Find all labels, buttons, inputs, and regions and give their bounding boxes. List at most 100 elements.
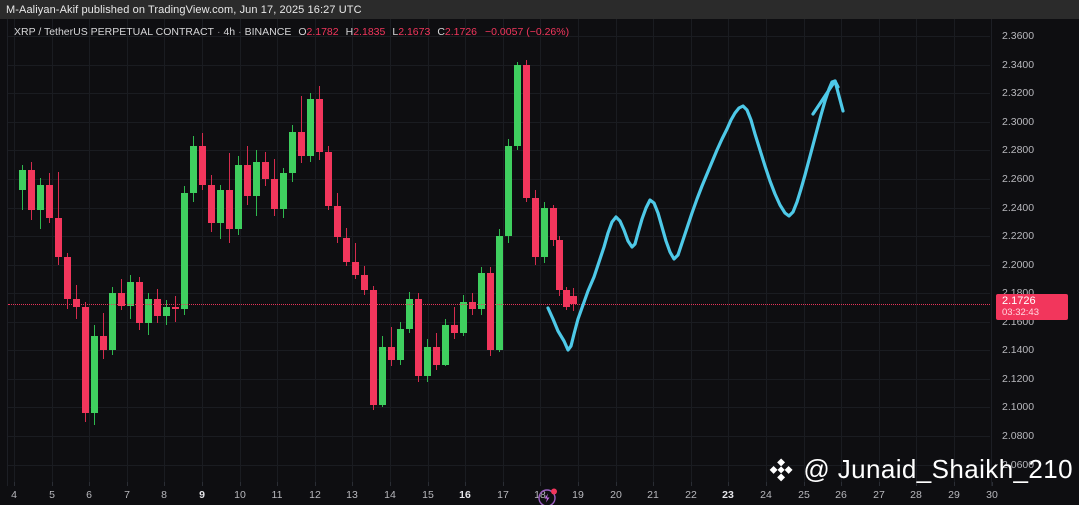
candle-body [406,298,413,329]
time-axis-mark [89,482,90,486]
plot-left-border [7,19,8,486]
candle-body [244,164,251,197]
candlestick [73,19,80,486]
gridline-vertical [616,19,617,486]
candle-body [397,328,404,361]
candle-body [451,324,458,334]
time-axis-mark [691,482,692,486]
price-axis-tick: 2.0600 [1002,458,1035,471]
time-axis-mark [653,482,654,486]
time-axis-tick: 24 [760,489,772,501]
current-price-value: 2.1726 [1002,294,1036,307]
time-axis-mark [240,482,241,486]
candlestick [136,19,143,486]
time-axis-tick: 28 [910,489,922,501]
candle-body [235,164,242,229]
candlestick [451,19,458,486]
candle-body [316,98,323,152]
price-axis-tick: 2.3600 [1002,30,1035,43]
gridline-horizontal [8,178,990,180]
legend-exchange: BINANCE [244,26,292,38]
price-axis-tick: 2.3200 [1002,87,1035,100]
candle-body [127,281,134,307]
candle-body [514,64,521,147]
gridline-vertical [841,19,842,486]
time-axis-tick: 6 [86,489,92,501]
price-axis[interactable]: 2.3600 2.3400 2.3200 2.3000 2.2800 2.2600 2.24… [992,19,1079,486]
legend-timeframe[interactable]: 4h [223,26,236,38]
binance-diamond-icon [768,457,794,483]
candlestick [217,19,224,486]
candlestick [244,19,251,486]
candle-body [118,293,125,307]
current-price-badge[interactable]: 2.1726 03:32:43 [996,293,1068,320]
candlestick [433,19,440,486]
candlestick [64,19,71,486]
gridline-vertical [127,19,128,486]
candlestick [55,19,62,486]
candlestick [352,19,359,486]
gridline-horizontal [8,464,990,466]
gridline-vertical [428,19,429,486]
current-price-line [8,303,990,305]
chart-plot-area[interactable] [8,19,990,486]
candle-body [532,197,539,258]
candle-body [289,131,296,174]
candle-body [334,206,341,238]
candle-wick [391,327,392,367]
gridline-vertical [352,19,353,486]
price-axis-tick: 2.2200 [1002,230,1035,243]
candle-body [487,273,494,351]
time-axis-tick: 25 [798,489,810,501]
candlestick [82,19,89,486]
time-axis-mark [916,482,917,486]
time-axis-tick: 26 [835,489,847,501]
candle-body [46,184,53,218]
time-axis-tick: 15 [422,489,434,501]
gridline-horizontal [8,150,990,152]
candlestick [316,19,323,486]
time-axis-mark [390,482,391,486]
chart-legend[interactable]: XRP / TetherUS PERPETUAL CONTRACT · 4h ·… [14,26,569,38]
candlestick [397,19,404,486]
candlestick [469,19,476,486]
candle-body [424,347,431,377]
time-axis-tick: 19 [572,489,584,501]
candle-body [226,190,233,229]
candlestick [370,19,377,486]
candlestick [514,19,521,486]
gridline-vertical [879,19,880,486]
candle-body [379,347,386,405]
legend-symbol[interactable]: XRP / TetherUS PERPETUAL CONTRACT [14,26,214,38]
candle-body [478,273,485,309]
candlestick [343,19,350,486]
candlestick [280,19,287,486]
candlestick [208,19,215,486]
time-axis-tick: 29 [948,489,960,501]
gridline-horizontal [8,436,990,437]
legend-separator-2: · [238,26,242,38]
price-axis-tick: 2.2800 [1002,144,1035,157]
candle-wick [301,96,302,164]
gridline-vertical [728,19,729,486]
time-axis-tick: 13 [346,489,358,501]
candle-body [370,290,377,405]
candlestick [172,19,179,486]
candlestick [532,19,539,486]
gridline-vertical [390,19,391,486]
chart-frame: XRP / TetherUS PERPETUAL CONTRACT · 4h ·… [0,19,1079,505]
lightning-bolt-alert-icon[interactable] [537,486,559,505]
candle-body [280,173,287,209]
candlestick [478,19,485,486]
candlestick [253,19,260,486]
candlestick [271,19,278,486]
candlestick [37,19,44,486]
candle-body [570,295,577,304]
candle-body [217,190,224,224]
candle-body [563,290,570,308]
time-axis-tick: 30 [986,489,998,501]
candle-body [208,184,215,224]
gridline-vertical [503,19,504,486]
time-axis-mark [954,482,955,486]
